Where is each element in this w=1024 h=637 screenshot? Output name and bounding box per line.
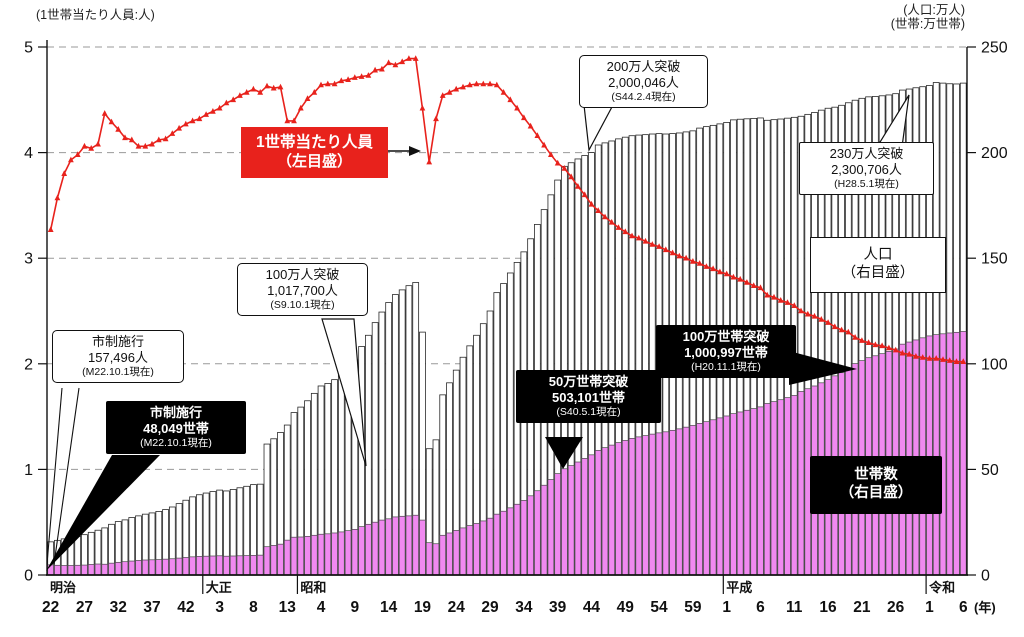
legend-population: 人口 （右目盛） [810, 237, 946, 293]
svg-text:令和: 令和 [929, 580, 955, 595]
svg-text:16: 16 [819, 599, 837, 616]
svg-text:明治: 明治 [50, 580, 76, 595]
legend-label: 人口 [863, 247, 893, 264]
svg-text:5: 5 [24, 40, 33, 57]
callout-households-500k: 50万世帯突破 503,101世帯 (S40.5.1現在) [516, 370, 661, 423]
svg-text:4: 4 [24, 145, 33, 162]
svg-text:37: 37 [143, 599, 160, 616]
svg-text:21: 21 [853, 599, 871, 616]
callout-city-incorporation-households: 市制施行 48,049世帯 (M22.10.1現在) [106, 401, 246, 454]
bars-population [47, 82, 967, 576]
callout-title: 50万世帯突破 [548, 374, 629, 389]
left-axis-unit-label: (1世帯当たり人員:人) [36, 8, 155, 22]
svg-text:44: 44 [583, 599, 601, 616]
svg-text:39: 39 [549, 599, 567, 616]
callout-title: 230万人突破 [829, 146, 904, 161]
svg-text:24: 24 [448, 599, 466, 616]
callout-date: (M22.10.1現在) [82, 365, 154, 378]
callout-date: (M22.10.1現在) [140, 436, 212, 449]
x-axis-eras: 明治 大正 昭和 平成 令和 [50, 575, 955, 595]
right-axis-unit-line1: (人口:万人) [903, 3, 965, 17]
right-axis-unit-label: (人口:万人) (世帯:万世帯) [891, 3, 965, 32]
svg-text:150: 150 [981, 251, 1008, 268]
callout-population-2-3-million: 230万人突破 2,300,706人 (H28.5.1現在) [799, 142, 934, 195]
callout-date: (H20.11.1現在) [691, 360, 761, 373]
svg-text:大正: 大正 [206, 580, 232, 595]
svg-text:42: 42 [177, 599, 194, 616]
callout-title: 200万人突破 [606, 59, 681, 74]
svg-text:22: 22 [42, 599, 59, 616]
legend-scale-note: （左目盛） [276, 152, 352, 170]
svg-text:1: 1 [722, 599, 731, 616]
callout-population-2-million: 200万人突破 2,000,046人 (S44.2.4現在) [579, 55, 708, 108]
svg-text:0: 0 [981, 568, 990, 585]
y-axis-left: 0 1 2 3 4 5 [24, 40, 47, 585]
callout-value: 157,496人 [88, 349, 148, 365]
svg-text:13: 13 [279, 599, 297, 616]
callout-value: 1,000,997世帯 [684, 344, 768, 360]
callout-title: 市制施行 [149, 405, 202, 420]
svg-text:6: 6 [756, 599, 765, 616]
callout-city-incorporation-population: 市制施行 157,496人 (M22.10.1現在) [52, 330, 184, 383]
svg-text:250: 250 [981, 40, 1008, 57]
svg-text:50: 50 [981, 462, 999, 479]
svg-text:3: 3 [24, 251, 33, 268]
svg-text:26: 26 [887, 599, 905, 616]
svg-text:1: 1 [24, 462, 33, 479]
svg-text:4: 4 [317, 599, 326, 616]
axes [46, 40, 968, 576]
legend-scale-note: （右目盛） [841, 265, 915, 281]
legend-label: 世帯数 [854, 467, 898, 484]
legend-households: 世帯数 （右目盛） [810, 456, 942, 514]
callout-value: 503,101世帯 [552, 389, 625, 405]
x-axis-year-ticks: 22 27 32 37 42 3 8 13 4 9 14 19 24 29 34 39 44 49 54 59 1 6 11… [42, 599, 968, 616]
callout-title: 市制施行 [91, 334, 144, 349]
x-axis-year-unit: (年) [974, 600, 996, 615]
legend-persons-per-household: 1世帯当たり人員 （左目盛） [241, 127, 388, 179]
callout-pointers [46, 94, 910, 571]
y-axis-right: 0 50 100 150 200 250 [967, 40, 1008, 585]
svg-text:11: 11 [786, 599, 803, 616]
callout-households-1-million: 100万世帯突破 1,000,997世帯 (H20.11.1現在) [656, 325, 796, 378]
svg-text:昭和: 昭和 [300, 580, 326, 595]
svg-text:49: 49 [617, 599, 635, 616]
svg-text:平成: 平成 [726, 580, 752, 595]
callout-title: 100万世帯突破 [682, 329, 770, 344]
ratio-line [47, 55, 967, 364]
svg-text:34: 34 [515, 599, 533, 616]
callout-population-1-million: 100万人突破 1,017,700人 (S9.10.1現在) [237, 263, 368, 316]
callout-value: 2,300,706人 [831, 161, 902, 177]
svg-text:14: 14 [380, 599, 398, 616]
svg-text:6: 6 [959, 599, 968, 616]
svg-text:27: 27 [76, 599, 93, 616]
svg-text:19: 19 [414, 599, 432, 616]
callout-title: 100万人突破 [265, 267, 340, 282]
svg-text:9: 9 [351, 599, 360, 616]
callout-value: 1,017,700人 [267, 282, 338, 298]
svg-text:29: 29 [481, 599, 499, 616]
svg-text:3: 3 [215, 599, 224, 616]
callout-date: (S40.5.1現在) [556, 405, 621, 418]
svg-text:32: 32 [110, 599, 127, 616]
svg-text:59: 59 [684, 599, 702, 616]
svg-text:200: 200 [981, 145, 1008, 162]
legend-scale-note: （右目盛） [839, 485, 913, 501]
legend-label: 1世帯当たり人員 [255, 134, 374, 151]
callout-value: 48,049世帯 [143, 420, 209, 436]
right-axis-unit-line2: (世帯:万世帯) [890, 17, 965, 32]
svg-text:0: 0 [24, 568, 33, 585]
callout-date: (H28.5.1現在) [834, 177, 899, 190]
svg-text:54: 54 [650, 599, 668, 616]
callout-value: 2,000,046人 [608, 74, 679, 90]
svg-text:8: 8 [249, 599, 258, 616]
svg-text:100: 100 [981, 356, 1008, 373]
callout-date: (S9.10.1現在) [270, 298, 335, 311]
callout-date: (S44.2.4現在) [611, 90, 676, 103]
svg-text:1: 1 [925, 599, 934, 616]
svg-text:2: 2 [24, 356, 33, 373]
